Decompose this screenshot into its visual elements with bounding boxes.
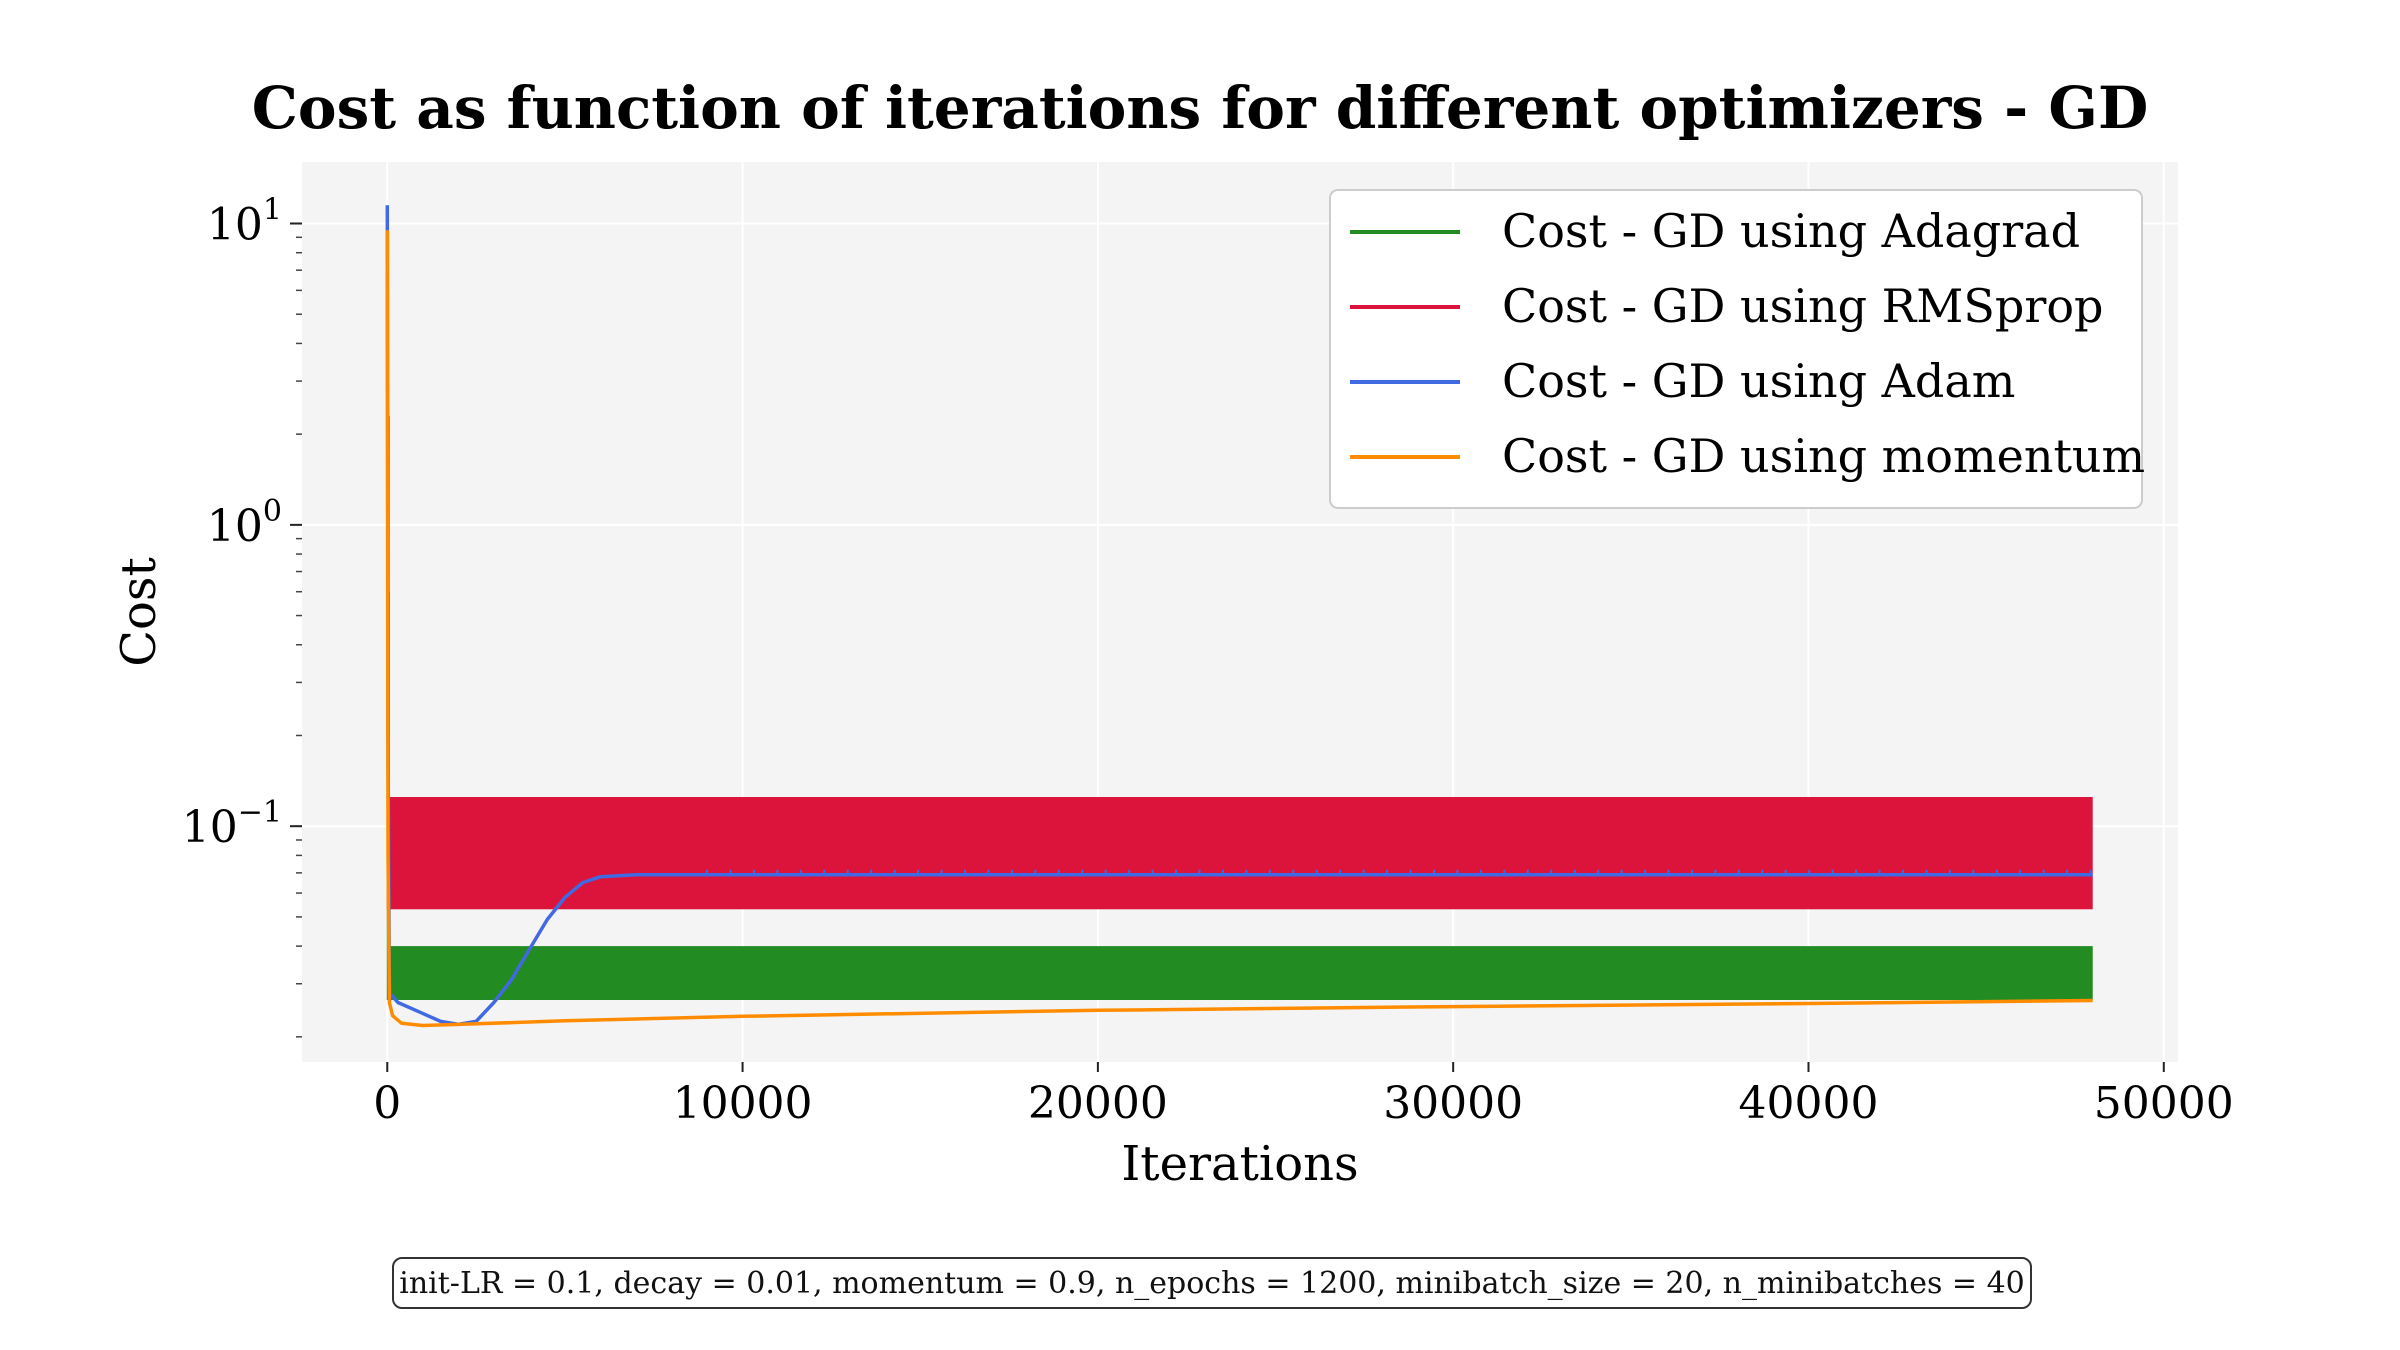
y-axis-label: Cost: [111, 557, 167, 667]
legend-label: Cost - GD using momentum: [1502, 429, 2145, 483]
legend-label: Cost - GD using Adagrad: [1502, 204, 2080, 258]
x-axis-label: Iterations: [1121, 1136, 1358, 1192]
series-layer: [385, 205, 2093, 1028]
x-tick-label: 30000: [1383, 1078, 1523, 1129]
y-tick-label: 100: [207, 494, 282, 552]
y-tick-label: 10−1: [182, 795, 282, 853]
x-tick-label: 40000: [1738, 1078, 1878, 1129]
x-tick-label: 10000: [673, 1078, 813, 1129]
series-band: [389, 946, 2093, 1000]
parameters-footnote: init-LR = 0.1, decay = 0.01, momentum = …: [392, 1257, 2032, 1309]
x-tick-label: 0: [373, 1078, 401, 1129]
legend: Cost - GD using Adagrad Cost - GD using R…: [1329, 189, 2145, 509]
legend-box: [1329, 189, 2143, 509]
legend-label: Cost - GD using Adam: [1502, 354, 2015, 408]
series-band: [389, 796, 2093, 910]
series-line: [385, 230, 2093, 1028]
x-tick-label: 50000: [2094, 1078, 2234, 1129]
legend-label: Cost - GD using RMSprop: [1502, 279, 2103, 333]
x-tick-label: 20000: [1028, 1078, 1168, 1129]
chart-title: Cost as function of iterations for diffe…: [252, 74, 2149, 142]
series-line: [385, 205, 2093, 1027]
axes: 0 10000 20000 30000 40000 50000 101 100 10−1: [182, 193, 2234, 1129]
y-tick-label: 101: [207, 193, 282, 251]
